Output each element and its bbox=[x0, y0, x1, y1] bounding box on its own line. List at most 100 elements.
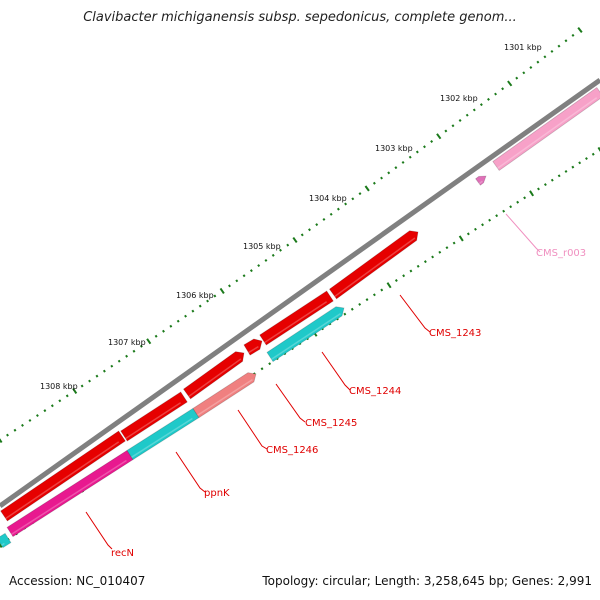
inner-minor-tick bbox=[358, 302, 362, 306]
outer-minor-tick bbox=[487, 97, 490, 101]
accession-text: Accession: NC_010407 bbox=[9, 574, 146, 588]
gene-label-CMS_r003: CMS_r003 bbox=[536, 248, 586, 259]
inner-minor-tick bbox=[516, 200, 520, 204]
outer-minor-tick bbox=[139, 344, 143, 348]
inner-minor-tick bbox=[394, 279, 398, 282]
gene-feature-ppnK-highlight bbox=[131, 417, 193, 458]
gene-feature-cyan-edge-highlight bbox=[1, 542, 5, 546]
outer-minor-tick bbox=[472, 108, 476, 112]
outer-minor-tick bbox=[351, 197, 355, 201]
kbp-label: 1306 kbp bbox=[176, 291, 214, 300]
gene-feature-CMS_1243[interactable] bbox=[328, 230, 419, 300]
kbp-label: 1304 kbp bbox=[309, 194, 347, 203]
outer-minor-tick bbox=[228, 284, 231, 288]
leader-line bbox=[505, 213, 541, 253]
inner-major-tick bbox=[386, 282, 392, 289]
outer-minor-tick bbox=[35, 414, 39, 418]
inner-major-tick bbox=[458, 235, 464, 242]
gene-label-ppnK: ppnK bbox=[204, 488, 230, 499]
gene-feature-CMS_1245b[interactable] bbox=[243, 338, 263, 356]
outer-minor-tick bbox=[28, 418, 32, 422]
outer-major-tick bbox=[364, 185, 370, 192]
outer-tick-ring bbox=[0, 27, 583, 444]
kbp-label: 1307 kbp bbox=[108, 338, 146, 347]
outer-minor-tick bbox=[444, 129, 448, 133]
inner-minor-tick bbox=[343, 312, 347, 316]
outer-minor-tick bbox=[515, 76, 519, 80]
gene-label-CMS_1244: CMS_1244 bbox=[349, 386, 401, 397]
outer-minor-tick bbox=[191, 309, 195, 313]
gene-feature-CMS_1243-a[interactable] bbox=[259, 290, 334, 346]
inner-minor-tick bbox=[502, 209, 506, 213]
outer-minor-tick bbox=[536, 60, 540, 64]
inner-minor-tick bbox=[260, 367, 264, 371]
inner-minor-tick bbox=[481, 223, 484, 227]
outer-minor-tick bbox=[387, 171, 391, 175]
inner-minor-tick bbox=[523, 196, 527, 200]
gene-feature-small-pink[interactable] bbox=[475, 175, 487, 186]
outer-minor-tick bbox=[257, 264, 261, 268]
outer-major-tick bbox=[146, 338, 152, 345]
outer-minor-tick bbox=[557, 44, 561, 48]
gene-feature-recN[interactable] bbox=[6, 449, 134, 538]
leader-line bbox=[237, 409, 268, 450]
inner-minor-tick bbox=[571, 165, 575, 169]
gene-label-CMS_1243: CMS_1243 bbox=[429, 328, 481, 339]
inner-minor-tick bbox=[550, 178, 554, 182]
outer-minor-tick bbox=[235, 279, 239, 283]
genome-summary: Topology: circular; Length: 3,258,645 bp… bbox=[262, 574, 592, 588]
gene-feature-red-segment-highlight bbox=[125, 402, 182, 440]
inner-minor-tick bbox=[557, 174, 561, 178]
genome-backbone bbox=[0, 77, 600, 509]
outer-minor-tick bbox=[132, 349, 136, 353]
outer-major-tick bbox=[436, 133, 442, 140]
gene-feature-red-segment[interactable] bbox=[120, 391, 188, 442]
inner-major-tick bbox=[0, 543, 3, 549]
gene-label-CMS_1245: CMS_1245 bbox=[305, 418, 357, 429]
outer-major-tick bbox=[292, 236, 298, 244]
inner-minor-tick bbox=[416, 264, 420, 268]
outer-minor-tick bbox=[329, 212, 333, 216]
outer-minor-tick bbox=[423, 145, 426, 149]
outer-minor-tick bbox=[465, 113, 469, 117]
outer-minor-tick bbox=[501, 87, 505, 91]
gene-feature-recN-left-highlight bbox=[5, 441, 120, 520]
outer-minor-tick bbox=[336, 207, 340, 211]
gene-feature-CMS_1245[interactable] bbox=[182, 351, 245, 400]
gene-feature-CMS_1244-highlight bbox=[271, 312, 341, 360]
outer-minor-tick bbox=[65, 394, 69, 398]
outer-minor-tick bbox=[6, 433, 9, 437]
inner-minor-tick bbox=[578, 161, 582, 165]
outer-minor-tick bbox=[372, 181, 376, 185]
outer-minor-tick bbox=[198, 304, 202, 308]
outer-minor-tick bbox=[458, 118, 462, 122]
leader-line bbox=[175, 451, 206, 493]
inner-minor-tick bbox=[365, 298, 369, 302]
gene-feature-CMS_1246[interactable] bbox=[192, 372, 257, 419]
gene-features[interactable] bbox=[0, 86, 600, 549]
outer-minor-tick bbox=[401, 160, 405, 164]
outer-minor-tick bbox=[543, 55, 547, 59]
inner-minor-tick bbox=[445, 246, 449, 250]
outer-minor-tick bbox=[249, 269, 253, 273]
gene-feature-recN-left[interactable] bbox=[0, 430, 126, 522]
gene-feature-CMS_1246-highlight bbox=[197, 378, 253, 416]
gene-feature-CMS_r003[interactable] bbox=[492, 86, 600, 172]
inner-minor-tick bbox=[268, 362, 272, 366]
outer-minor-tick bbox=[264, 258, 268, 262]
outer-minor-tick bbox=[50, 404, 54, 408]
map-title: Clavibacter michiganensis subsp. sepedon… bbox=[83, 10, 517, 25]
outer-minor-tick bbox=[380, 176, 384, 180]
outer-minor-tick bbox=[154, 334, 158, 338]
outer-minor-tick bbox=[58, 399, 62, 403]
inner-minor-tick bbox=[585, 157, 588, 160]
inner-minor-tick bbox=[431, 255, 435, 259]
gene-feature-CMS_1244[interactable] bbox=[266, 306, 345, 363]
inner-minor-tick bbox=[438, 250, 442, 254]
inner-minor-tick bbox=[402, 274, 406, 278]
outer-minor-tick bbox=[95, 374, 99, 378]
gene-feature-cyan-edge[interactable] bbox=[0, 532, 12, 549]
inner-minor-tick bbox=[488, 218, 492, 222]
outer-minor-tick bbox=[88, 379, 91, 383]
